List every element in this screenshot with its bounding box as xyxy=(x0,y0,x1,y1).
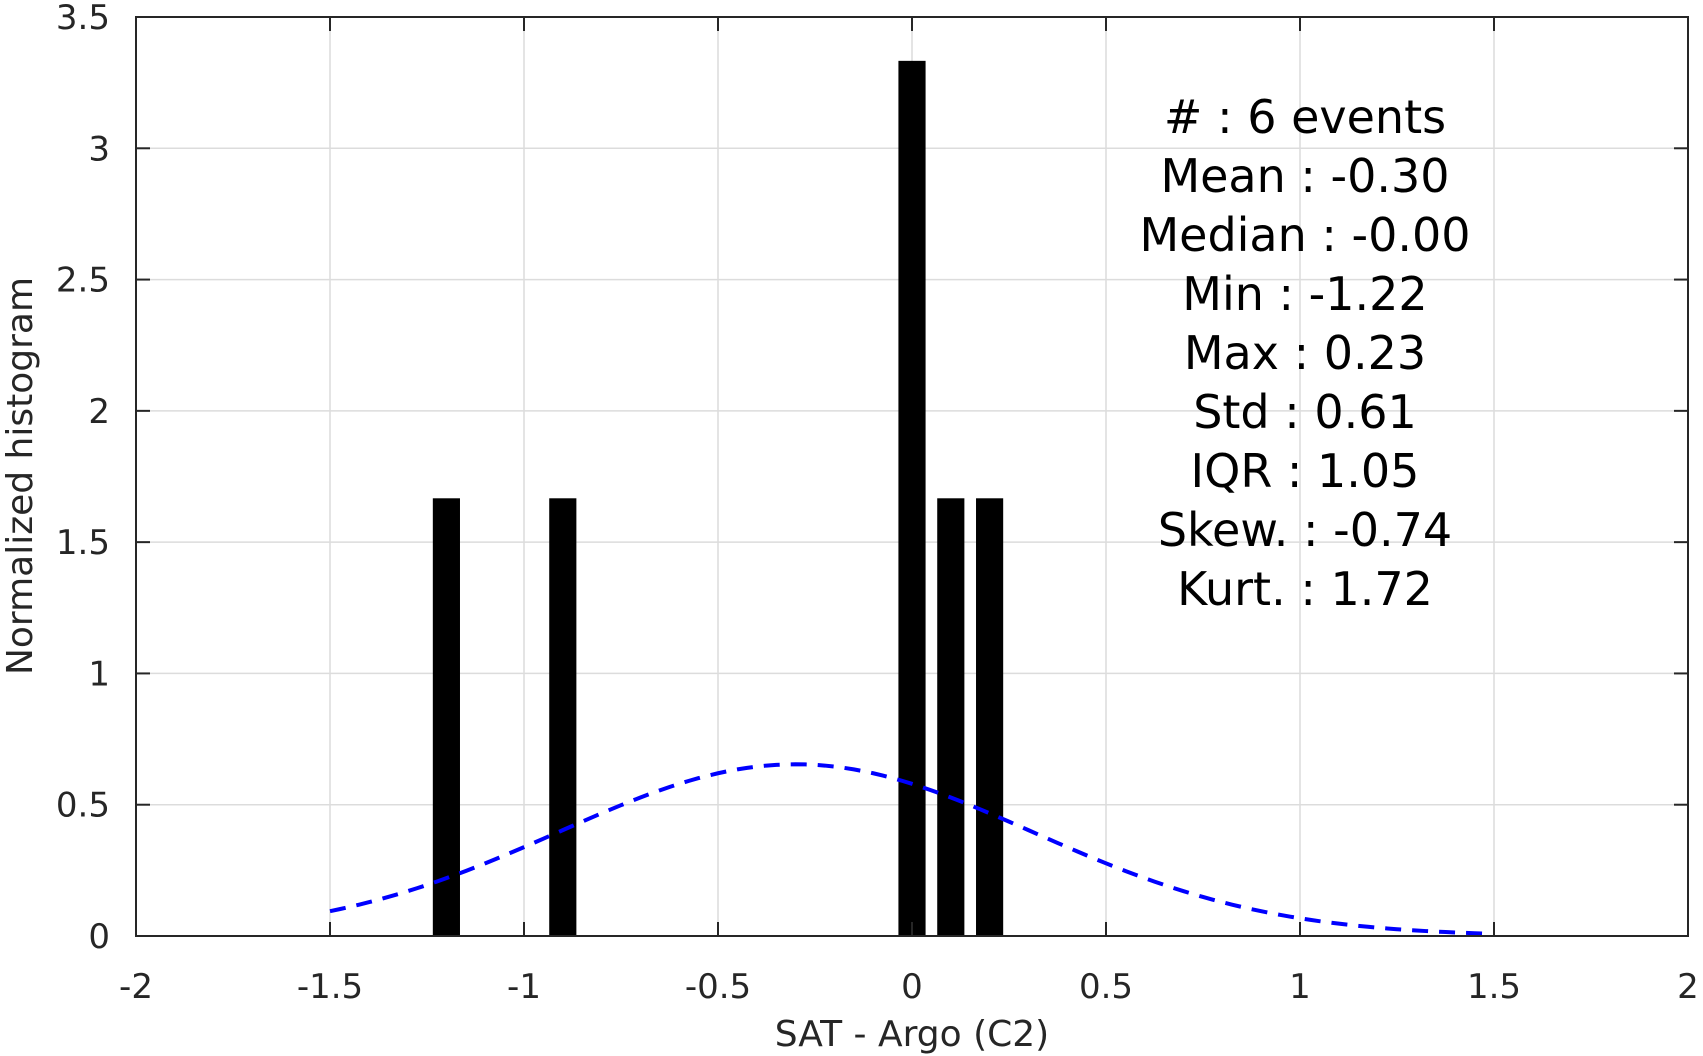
stat-line: Kurt. : 1.72 xyxy=(1177,562,1433,616)
histogram-bars xyxy=(432,60,1004,937)
x-tick-label: 1.5 xyxy=(1467,967,1521,1007)
x-tick-label: 2 xyxy=(1677,967,1699,1007)
stat-line: Min : -1.22 xyxy=(1182,267,1427,321)
stat-line: Median : -0.00 xyxy=(1139,208,1470,262)
axis-ticks xyxy=(135,16,1689,937)
y-tick-label: 0.5 xyxy=(56,786,110,826)
x-tick-label: -1 xyxy=(507,967,541,1007)
y-tick-label: 3.5 xyxy=(56,0,110,38)
histogram-bar xyxy=(432,498,460,936)
x-tick-label: -2 xyxy=(119,967,153,1007)
x-tick-labels: -2 -1.5 -1 -0.5 0 0.5 1 1.5 2 xyxy=(119,967,1699,1007)
stat-line: # : 6 events xyxy=(1164,90,1446,144)
x-tick-label: 0 xyxy=(901,967,923,1007)
stat-line: IQR : 1.05 xyxy=(1191,444,1420,498)
y-tick-labels: 0 0.5 1 1.5 2 2.5 3 3.5 xyxy=(56,0,110,957)
y-tick-label: 0 xyxy=(88,917,110,957)
x-tick-label: -1.5 xyxy=(297,967,363,1007)
y-tick-label: 3 xyxy=(88,129,110,169)
stat-line: Mean : -0.30 xyxy=(1160,149,1449,203)
histogram-bar xyxy=(898,60,926,937)
y-tick-label: 2 xyxy=(88,392,110,432)
x-axis-label: SAT - Argo (C2) xyxy=(775,1014,1049,1055)
histogram-bar xyxy=(549,498,577,936)
y-axis-label: Normalized histogram xyxy=(0,277,41,675)
y-tick-label: 2.5 xyxy=(56,261,110,301)
stat-line: Std : 0.61 xyxy=(1193,385,1417,439)
normal-fit-curve xyxy=(329,762,1495,936)
histogram-bar xyxy=(976,498,1004,936)
y-tick-label: 1.5 xyxy=(56,523,110,563)
stat-line: Skew. : -0.74 xyxy=(1158,503,1452,557)
x-tick-label: 0.5 xyxy=(1079,967,1133,1007)
histogram-bar xyxy=(937,498,965,936)
x-tick-label: -0.5 xyxy=(685,967,751,1007)
stat-line: Max : 0.23 xyxy=(1184,326,1426,380)
x-tick-label: 1 xyxy=(1289,967,1311,1007)
y-tick-label: 1 xyxy=(88,654,110,694)
